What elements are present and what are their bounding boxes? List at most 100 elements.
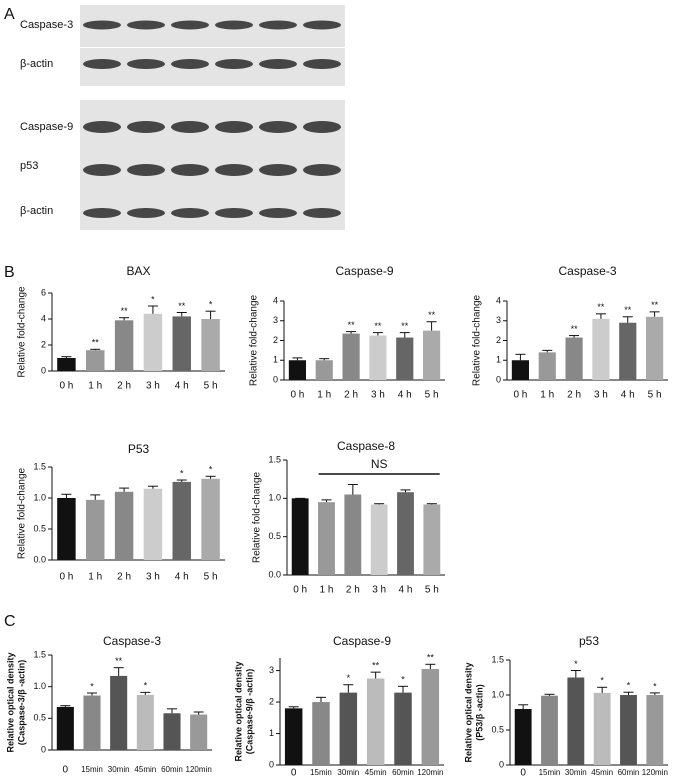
blot-band xyxy=(303,208,341,218)
y-tick-label: 0 xyxy=(269,759,274,769)
significance-label: ** xyxy=(401,321,409,331)
significance-label: ** xyxy=(427,653,435,663)
significance-label: * xyxy=(151,294,155,304)
bar xyxy=(422,330,441,380)
bar xyxy=(370,504,388,575)
blot-band xyxy=(171,20,209,30)
bar xyxy=(645,316,664,380)
significance-label: * xyxy=(90,681,94,691)
chart-title: Caspase-8 xyxy=(337,439,395,453)
significance-label: ** xyxy=(121,306,129,316)
blot-band xyxy=(215,20,253,30)
y-tick-label: 6 xyxy=(41,287,46,297)
x-tick-label: 3 h xyxy=(371,390,385,401)
bar xyxy=(114,491,134,560)
chart-title: Caspase-3 xyxy=(103,634,161,648)
x-tick-label: 0 h xyxy=(513,390,527,401)
blot-background xyxy=(80,195,345,230)
chart-title: Caspase-3 xyxy=(558,264,616,278)
significance-label: * xyxy=(574,659,578,669)
blot-band xyxy=(83,208,121,218)
bar xyxy=(172,316,191,371)
y-axis-label: Relative optical density xyxy=(5,652,15,752)
y-tick-label: 1.0 xyxy=(491,689,504,699)
y-axis-label: Relative fold-change xyxy=(249,294,260,386)
y-tick-label: 0.5 xyxy=(491,724,504,734)
x-tick-label: 0 xyxy=(63,765,69,776)
x-tick-label: 4 h xyxy=(175,381,189,392)
y-axis-label: (Caspase-3/β -actin) xyxy=(16,660,26,746)
blot-band xyxy=(215,121,253,133)
y-tick-label: 2 xyxy=(41,339,46,349)
x-tick-label: 60min xyxy=(392,768,414,777)
significance-label: * xyxy=(600,676,604,686)
blot-label: β-actin xyxy=(20,58,53,70)
x-tick-label: 120min xyxy=(642,768,668,777)
y-tick-label: 3 xyxy=(496,315,501,325)
y-tick-label: 4 xyxy=(273,295,278,305)
chart-title: Caspase-9 xyxy=(333,634,391,648)
x-tick-label: 4 h xyxy=(175,572,189,583)
blot-band xyxy=(215,208,253,218)
bar xyxy=(514,709,532,765)
bar xyxy=(567,677,585,765)
y-tick-label: 0 xyxy=(41,365,46,375)
y-tick-label: 1.5 xyxy=(268,454,281,464)
bar xyxy=(288,360,307,380)
y-tick-label: 1 xyxy=(496,355,501,365)
x-tick-label: 0 h xyxy=(290,390,304,401)
bar xyxy=(538,352,556,380)
blot-background xyxy=(80,150,345,195)
bar xyxy=(57,498,76,560)
y-tick-label: 3 xyxy=(273,315,278,325)
bar xyxy=(86,350,105,371)
bar xyxy=(284,708,303,765)
panel-label: C xyxy=(4,613,16,630)
blot-background xyxy=(80,48,345,86)
blot-band xyxy=(303,59,341,69)
bar xyxy=(172,481,191,560)
x-tick-label: 30min xyxy=(337,768,359,777)
bar xyxy=(565,337,583,380)
bar xyxy=(619,322,637,380)
x-tick-label: 3 h xyxy=(146,381,160,392)
bar xyxy=(397,492,414,575)
significance-label: ** xyxy=(597,302,605,312)
y-tick-label: 3 xyxy=(269,665,274,675)
x-tick-label: 5 h xyxy=(648,390,662,401)
bar xyxy=(57,358,76,371)
blot-label: p53 xyxy=(20,160,38,172)
blot-band xyxy=(171,121,209,133)
y-axis-label: Relative optical density xyxy=(233,661,243,761)
significance-label: * xyxy=(209,465,213,475)
bar xyxy=(312,702,330,765)
y-tick-label: 0 xyxy=(496,374,501,384)
blot-band xyxy=(259,164,297,176)
x-tick-label: 0 h xyxy=(59,572,73,583)
x-tick-label: 4 h xyxy=(399,585,413,596)
x-tick-label: 5 h xyxy=(204,381,218,392)
x-tick-label: 0 h xyxy=(59,381,73,392)
blot-band xyxy=(83,164,121,176)
significance-label: * xyxy=(144,681,148,691)
x-tick-label: 1 h xyxy=(320,585,334,596)
significance-label: * xyxy=(209,300,213,310)
y-tick-label: 1.5 xyxy=(33,649,46,659)
panel-label: B xyxy=(4,264,15,281)
bar xyxy=(143,313,163,371)
bar xyxy=(86,499,105,560)
bar xyxy=(339,692,358,765)
bar xyxy=(396,337,414,380)
x-tick-label: 2 h xyxy=(117,381,131,392)
bar xyxy=(114,320,134,371)
x-tick-label: 0 h xyxy=(293,585,307,596)
blot-band xyxy=(127,208,165,218)
y-axis-label: Relative fold-change xyxy=(17,286,28,378)
blot-band xyxy=(83,121,121,133)
x-tick-label: 30min xyxy=(108,765,130,774)
y-axis-label: Relative fold-change xyxy=(252,471,263,563)
bar xyxy=(344,494,362,575)
y-tick-label: 0 xyxy=(499,759,504,769)
bar xyxy=(163,713,181,750)
